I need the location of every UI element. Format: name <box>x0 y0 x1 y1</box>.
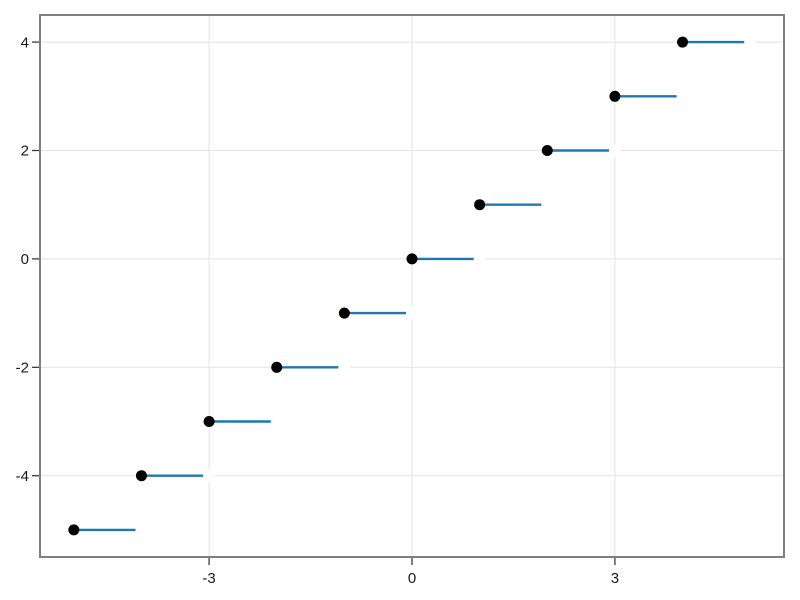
y-tick-label: 0 <box>21 251 29 268</box>
open-endpoint-marker <box>608 144 621 157</box>
axes-frame <box>39 14 785 558</box>
data-point-marker <box>203 416 215 427</box>
tick-labels: -3 0 3 -4 -2 0 2 4 <box>16 34 619 587</box>
data-point-marker <box>677 36 689 48</box>
data-point-marker <box>609 90 621 102</box>
y-tick-label: 4 <box>21 34 29 51</box>
open-endpoint-marker <box>203 469 216 482</box>
plot-frame <box>39 14 785 558</box>
x-tick-label: -3 <box>202 570 215 587</box>
data-point-marker <box>135 470 147 482</box>
data-point-marker <box>68 524 80 536</box>
y-tick-label: -2 <box>16 360 29 377</box>
axis-ticks <box>32 41 616 565</box>
data-point-marker <box>338 307 350 319</box>
open-endpoint-marker <box>270 415 283 428</box>
open-endpoint-marker <box>541 198 554 211</box>
open-endpoint-marker <box>406 307 418 320</box>
open-endpoint-marker <box>744 36 757 49</box>
open-endpoint-marker <box>135 523 148 536</box>
y-tick-label: 2 <box>21 143 29 160</box>
data-point-marker <box>271 361 283 373</box>
data-point-marker <box>541 145 553 156</box>
x-tick-label: 3 <box>611 570 619 587</box>
open-endpoint-marker <box>676 90 689 103</box>
open-endpoint-marker <box>338 361 351 374</box>
data-point-marker <box>406 253 418 265</box>
data-point-marker <box>474 199 486 211</box>
data-series <box>68 36 757 536</box>
open-endpoint-marker <box>473 252 486 265</box>
y-tick-label: -4 <box>16 468 29 485</box>
x-tick-label: 0 <box>408 570 416 587</box>
